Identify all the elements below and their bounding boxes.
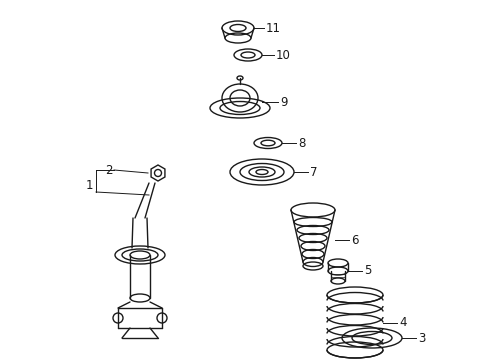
Text: 3: 3 — [417, 332, 425, 345]
Text: 8: 8 — [297, 136, 305, 149]
Text: 7: 7 — [309, 166, 317, 179]
Text: 9: 9 — [280, 95, 287, 108]
Text: 6: 6 — [350, 234, 358, 247]
Text: 5: 5 — [363, 265, 370, 278]
Text: 4: 4 — [398, 316, 406, 329]
Text: 11: 11 — [265, 22, 281, 35]
Text: 10: 10 — [275, 49, 290, 62]
Text: 1: 1 — [86, 179, 93, 192]
Text: 2: 2 — [105, 163, 112, 176]
